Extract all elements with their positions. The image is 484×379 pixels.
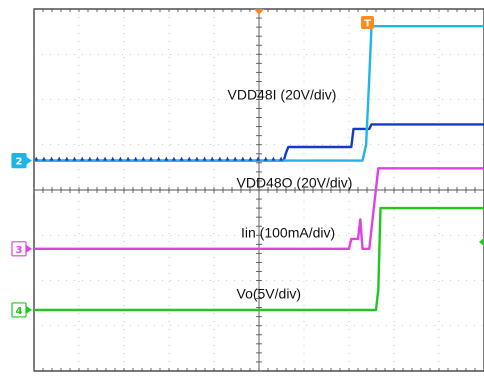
trace-noise-spike bbox=[149, 156, 153, 161]
trace-noise-spike bbox=[64, 156, 69, 161]
right-level-pointer bbox=[479, 238, 484, 247]
trace-noise-spike bbox=[87, 156, 92, 161]
trace-noise-spike bbox=[118, 156, 123, 161]
trace-label-0: VDD48I (20V/div) bbox=[228, 87, 337, 103]
trace-noise-spike bbox=[80, 156, 85, 161]
trace-noise-spike bbox=[217, 156, 222, 161]
trace-label-2: Iin (100mA/div) bbox=[241, 225, 335, 241]
trace-ch4-3 bbox=[34, 206, 484, 312]
trace-noise-spike bbox=[133, 156, 138, 161]
trace-noise-spike bbox=[110, 156, 115, 161]
trace-label-1: VDD48O (20V/div) bbox=[237, 175, 353, 191]
trace-noise-spike bbox=[179, 156, 184, 161]
trace-noise-spike bbox=[248, 156, 253, 161]
graticule-grid bbox=[33, 8, 484, 372]
trace-noise-spike bbox=[126, 156, 131, 161]
channel-2-pointer bbox=[26, 156, 32, 165]
trace-noise-spike bbox=[141, 156, 146, 161]
trace-noise-spike bbox=[171, 156, 176, 161]
trace-ch2-1 bbox=[34, 25, 484, 162]
trace-label-3: Vo(5V/div) bbox=[237, 286, 302, 302]
trace-noise-spike bbox=[72, 156, 77, 161]
trace-noise-spike bbox=[34, 156, 39, 161]
trace-labels: VDD48I (20V/div) VDD48O (20V/div) Iin (100… bbox=[228, 87, 353, 302]
trace-noise-spike bbox=[240, 156, 245, 161]
channel-markers: 2 3 4 T bbox=[11, 9, 484, 318]
trace-noise-spike bbox=[164, 156, 169, 161]
trace-noise-spike bbox=[256, 156, 261, 161]
trace-noise-spike bbox=[41, 156, 46, 161]
waveform-traces bbox=[34, 25, 484, 312]
trigger-position-icon bbox=[254, 9, 264, 15]
trace-noise-spike bbox=[156, 156, 161, 161]
trigger-marker-label: T bbox=[364, 19, 371, 30]
channel-4-pointer bbox=[26, 305, 32, 314]
channel-2-label: 2 bbox=[16, 157, 23, 168]
trace-noise-spike bbox=[95, 156, 100, 161]
trigger-marker bbox=[361, 16, 374, 29]
trace-noise-spike bbox=[263, 156, 268, 161]
trace-noise-spike bbox=[210, 156, 215, 161]
trace-noise-spike bbox=[194, 156, 199, 161]
trace-noise-spike bbox=[225, 156, 230, 161]
trace-noise-spike bbox=[187, 156, 192, 161]
trace-noise-spike bbox=[202, 156, 207, 161]
channel-3-pointer bbox=[26, 244, 32, 253]
channel-3-label: 3 bbox=[16, 245, 23, 256]
trace-noise-spike bbox=[233, 156, 238, 161]
trace-ch2-0 bbox=[34, 123, 484, 162]
trace-noise-spike bbox=[103, 156, 108, 161]
trace-ch3-2 bbox=[34, 167, 484, 250]
trace-noise-spike bbox=[279, 156, 284, 161]
trace-noise-spike bbox=[49, 156, 54, 161]
channel-4-label: 4 bbox=[16, 306, 23, 317]
trace-noise-spike bbox=[271, 156, 276, 161]
trace-noise-spike bbox=[57, 156, 62, 161]
